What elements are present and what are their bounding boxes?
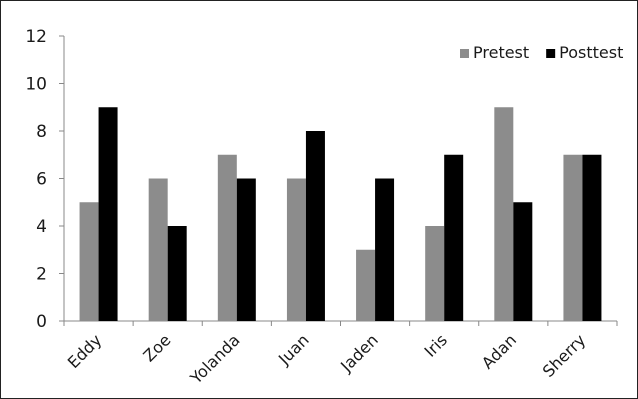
x-category-label: Zoe <box>139 330 174 365</box>
bar-posttest-yolanda <box>236 178 256 321</box>
legend-swatch-pretest <box>460 49 469 58</box>
x-category-label: Adan <box>478 330 520 372</box>
y-tick-label: 2 <box>36 265 47 285</box>
bar-pretest-juan <box>286 178 306 321</box>
bar-pretest-jaden <box>356 249 376 321</box>
x-category-label: Eddy <box>64 330 106 372</box>
bar-pretest-sherry <box>563 154 583 321</box>
bar-posttest-sherry <box>582 154 602 321</box>
bar-posttest-adan <box>513 202 533 321</box>
y-tick-label: 12 <box>25 27 47 47</box>
x-labels: Eddy Zoe Yolanda Juan Jaden Iris Adan Sherry <box>64 330 590 388</box>
bar-pretest-iris <box>425 226 445 321</box>
y-tick-label: 4 <box>36 217 47 237</box>
bar-posttest-eddy <box>98 107 118 321</box>
y-ticks: 0 2 4 6 8 10 12 <box>25 27 64 332</box>
legend-swatch-posttest <box>546 49 556 58</box>
x-ticks <box>63 321 618 326</box>
bar-posttest-iris <box>444 154 464 321</box>
bars <box>79 107 602 321</box>
x-category-label: Iris <box>421 330 451 360</box>
x-category-label: Juan <box>274 330 313 369</box>
legend-label-posttest: Posttest <box>559 43 623 62</box>
bar-pretest-zoe <box>148 178 168 321</box>
bar-posttest-jaden <box>375 178 395 321</box>
bar-posttest-juan <box>305 131 325 321</box>
y-tick-label: 0 <box>36 312 47 332</box>
x-category-label: Sherry <box>539 330 590 381</box>
bar-pretest-yolanda <box>217 154 237 321</box>
legend-label-pretest: Pretest <box>473 43 529 62</box>
axes <box>63 36 617 322</box>
bar-pretest-eddy <box>79 202 99 321</box>
bar-pretest-adan <box>494 107 514 321</box>
bar-posttest-zoe <box>167 226 187 321</box>
y-tick-label: 6 <box>36 170 47 190</box>
x-category-label: Yolanda <box>186 330 244 388</box>
legend: Pretest Posttest <box>460 43 623 62</box>
y-tick-label: 8 <box>36 122 47 142</box>
y-tick-label: 10 <box>25 75 47 95</box>
x-category-label: Jaden <box>336 330 382 376</box>
